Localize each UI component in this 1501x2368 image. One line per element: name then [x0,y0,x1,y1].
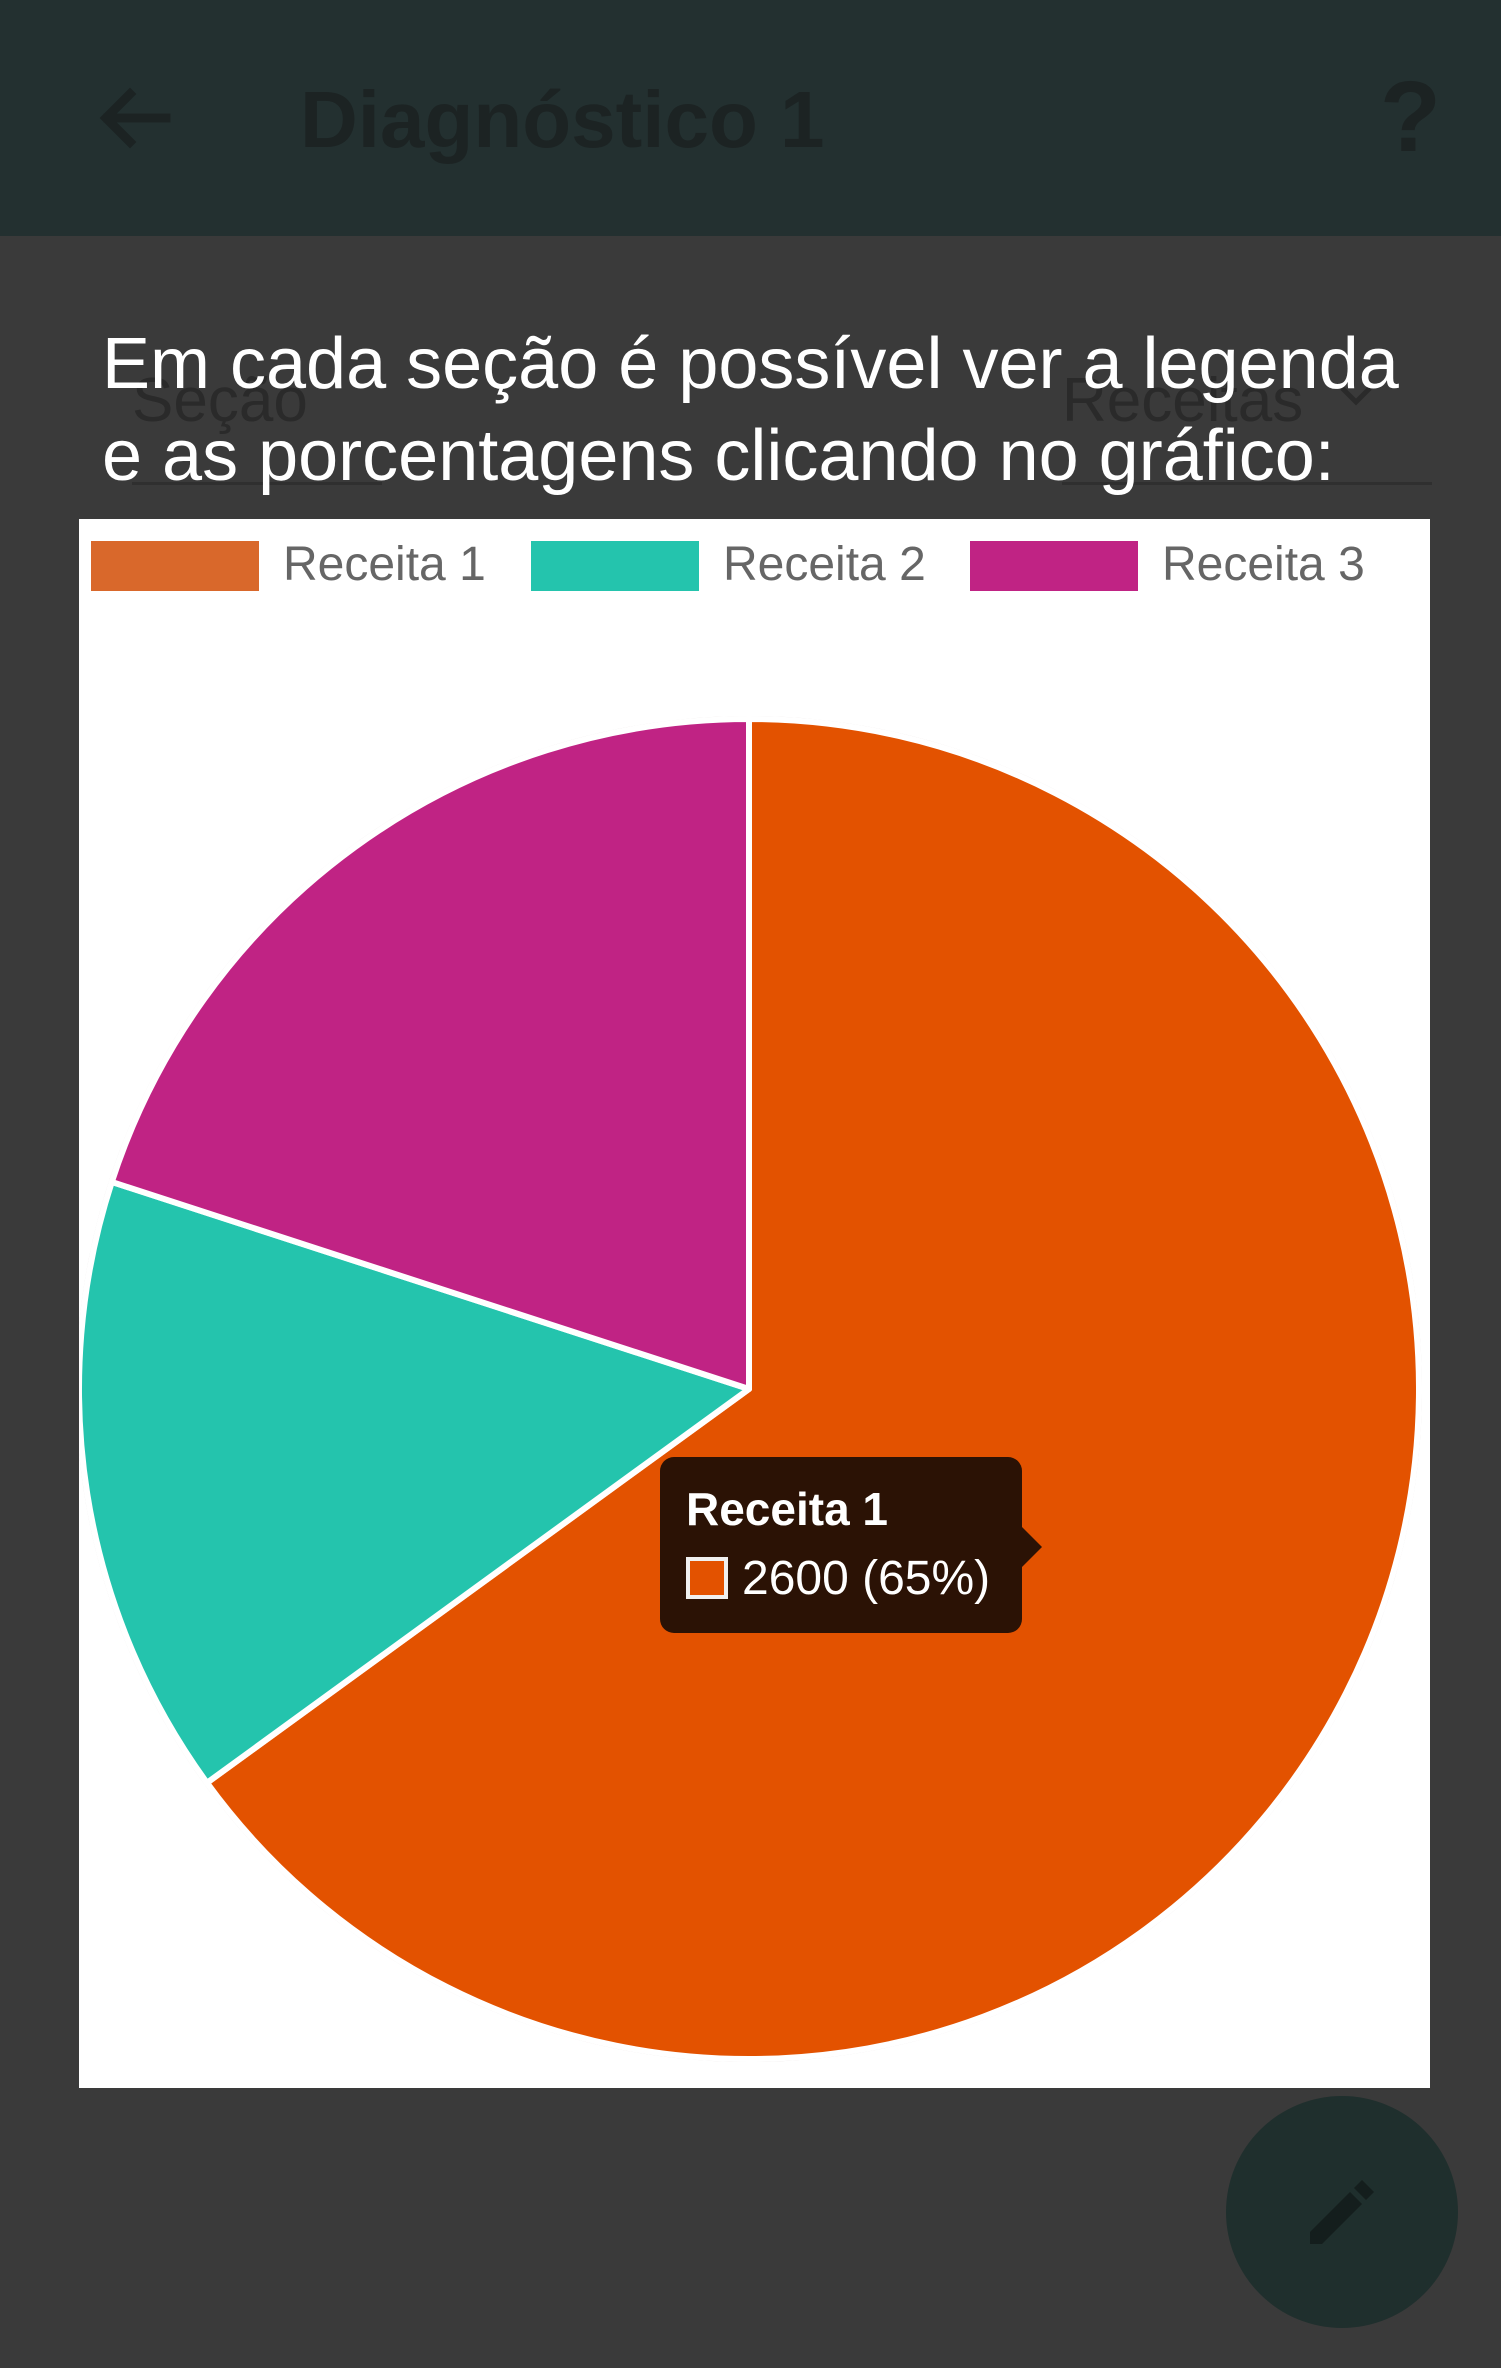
pie-slice-receita-3[interactable] [108,716,752,1392]
chart-card: Receita 1 Receita 2 Receita 3 [79,519,1430,2088]
type-select-underline [1062,482,1432,485]
pencil-icon [1310,2180,1374,2244]
chart-tooltip: Receita 1 2600 (65%) [660,1457,1042,1633]
arrow-left-icon[interactable] [92,74,180,162]
legend-swatch-receita-1 [91,541,259,591]
legend-swatch-receita-3 [970,541,1138,591]
tooltip-arrow [1022,1527,1042,1567]
chart-legend: Receita 1 Receita 2 Receita 3 [79,519,1430,609]
pie-slice-receita-1[interactable] [203,716,1422,2062]
pie-slice-receita-2[interactable] [79,1178,752,1786]
tutorial-overlay-text: Em cada seção é possível ver a legenda e… [102,318,1442,502]
tooltip-title: Receita 1 [686,1483,889,1535]
legend-label: Receita 1 [283,538,486,591]
legend-label: Receita 2 [723,538,926,591]
overlay-line-1: Em cada seção é possível ver a legenda [102,324,1399,404]
section-select[interactable]: Seção [132,366,308,435]
type-select[interactable]: Receitas [1062,366,1304,435]
filter-bar: Seção Receitas [0,236,1501,496]
tooltip-swatch [686,1557,728,1599]
legend-swatch-receita-2 [531,541,699,591]
page-title: Diagnóstico 1 [300,75,825,164]
section-select-underline [132,482,382,485]
legend-label: Receita 3 [1162,538,1365,591]
overlay-line-2: e as porcentagens clicando no gráfico: [102,416,1335,496]
help-button[interactable]: ? [1379,61,1441,173]
tooltip-value: 2600 (65%) [742,1552,991,1605]
app-bar: Diagnóstico 1 ? [0,0,1501,236]
chevron-down-icon[interactable] [1338,384,1374,408]
pie-chart[interactable] [79,519,1430,2088]
edit-fab-button[interactable] [1226,2096,1458,2328]
